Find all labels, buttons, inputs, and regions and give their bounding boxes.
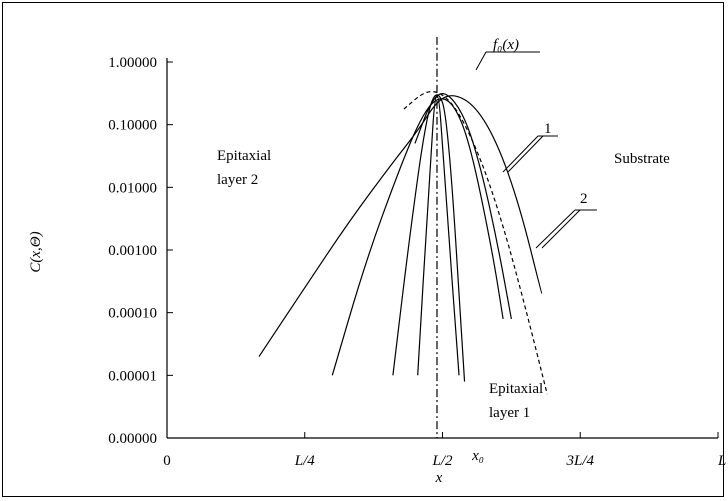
series-line-3 [392, 94, 466, 382]
curve-2-leader-a [535, 209, 576, 249]
x0-label: x₀ [471, 448, 484, 464]
y-tick-label: 0.10000 [108, 118, 157, 134]
y-tick-label: 0.00010 [108, 306, 157, 322]
chart-frame [2, 2, 724, 497]
y-tick-label: 1.00000 [108, 55, 157, 71]
x-tick-label: L [717, 453, 726, 469]
series-line-6 [403, 90, 548, 395]
f0-leader [475, 51, 487, 71]
x-tick-label: 0 [163, 453, 171, 469]
curve-1-leader-a [502, 135, 539, 173]
label-epitaxial-layer1-line1: Epitaxial [489, 381, 543, 397]
series-line-1 [258, 95, 543, 357]
y-axis-label: C(x,Θ) [28, 231, 44, 272]
curve-2-label: 2 [580, 191, 588, 207]
curve-1-label: 1 [544, 121, 552, 137]
label-substrate: Substrate [614, 151, 670, 167]
y-tick-label: 0.01000 [108, 180, 157, 196]
x-tick-label: L/4 [294, 453, 316, 469]
curve-2-leader-b [541, 209, 581, 249]
x-tick-label: L/2 [431, 453, 453, 469]
y-tick-label: 0.00000 [108, 431, 157, 447]
label-epitaxial-layer2-line2: layer 2 [217, 172, 258, 188]
label-epitaxial-layer1-line2: layer 1 [489, 405, 530, 421]
f0-label: f₀(x) [493, 37, 519, 53]
series-line-5 [414, 93, 512, 320]
x-tick-label: 3L/4 [565, 453, 594, 469]
label-epitaxial-layer2-line1: Epitaxial [217, 148, 271, 164]
x-axis-label: x [435, 470, 443, 486]
y-tick-label: 0.00100 [108, 243, 157, 259]
series-line-2 [331, 98, 504, 376]
y-tick-label: 0.00001 [108, 368, 157, 384]
curve-1-leader-b [507, 135, 544, 173]
